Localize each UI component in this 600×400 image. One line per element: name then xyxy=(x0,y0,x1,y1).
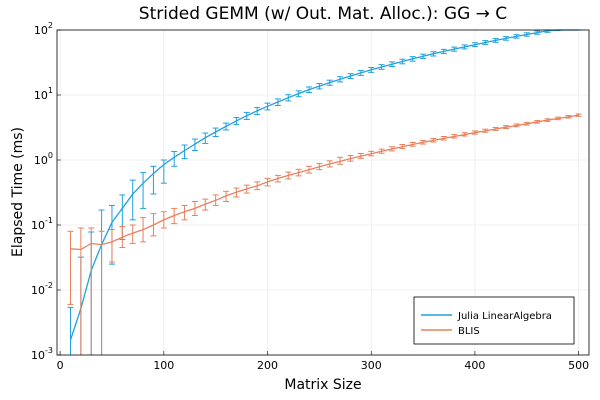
x-tick-label: 100 xyxy=(153,359,174,372)
x-tick-label: 500 xyxy=(568,359,589,372)
legend-label-julia: Julia LinearAlgebra xyxy=(457,311,552,322)
x-tick-label: 300 xyxy=(361,359,382,372)
y-tick-exponent: -2 xyxy=(45,281,53,290)
y-tick-exponent: 1 xyxy=(48,86,53,95)
legend: Julia LinearAlgebra BLIS xyxy=(413,296,575,345)
y-tick-base: 10 xyxy=(34,24,48,37)
y-tick-exponent: -1 xyxy=(45,216,53,225)
y-tick-label: 101 xyxy=(34,86,53,102)
y-tick-base: 10 xyxy=(31,349,45,362)
series-layer xyxy=(67,29,582,355)
x-axis-label: Matrix Size xyxy=(284,377,361,393)
y-tick-label: 10-3 xyxy=(31,346,53,362)
series-1 xyxy=(67,113,582,355)
y-tick-label: 10-1 xyxy=(31,216,53,232)
series-line xyxy=(70,114,579,251)
y-axis-label: Elapsed Time (ms) xyxy=(10,127,26,257)
x-tick-label: 400 xyxy=(464,359,485,372)
legend-box xyxy=(413,296,575,345)
y-tick-base: 10 xyxy=(34,154,48,167)
x-tick-label: 0 xyxy=(57,359,64,372)
x-tick-label: 200 xyxy=(257,359,278,372)
y-tick-label: 10-2 xyxy=(31,281,53,297)
x-axis-ticks: 0 100 200 300 400 500 xyxy=(57,351,589,372)
y-tick-exponent: -3 xyxy=(45,346,53,355)
y-tick-base: 10 xyxy=(31,219,45,232)
y-tick-base: 10 xyxy=(34,89,48,102)
y-tick-exponent: 0 xyxy=(48,151,53,160)
y-tick-base: 10 xyxy=(31,284,45,297)
y-tick-label: 102 xyxy=(34,21,53,37)
chart-title: Strided GEMM (w/ Out. Mat. Alloc.): GG →… xyxy=(139,4,507,24)
y-tick-exponent: 2 xyxy=(48,21,53,30)
series-line xyxy=(69,29,579,341)
plot-frame xyxy=(56,29,590,356)
legend-label-blis: BLIS xyxy=(458,326,480,337)
y-tick-label: 100 xyxy=(34,151,53,167)
